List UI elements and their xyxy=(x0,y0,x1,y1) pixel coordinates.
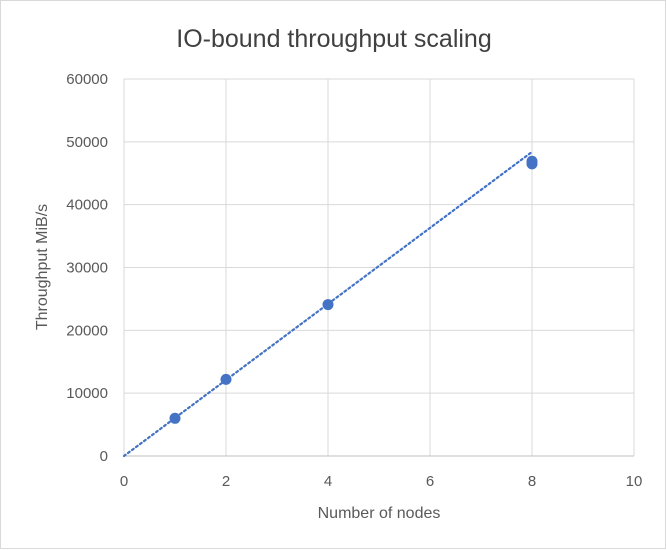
data-point xyxy=(322,299,334,311)
y-axis-title: Throughput MiB/s xyxy=(34,204,51,330)
y-tick-label: 30000 xyxy=(66,260,108,277)
data-point xyxy=(220,373,232,385)
y-tick-label: 0 xyxy=(100,448,108,465)
x-axis-tick-labels: 0 2 4 6 8 10 xyxy=(120,473,643,490)
data-point xyxy=(526,155,538,167)
data-points xyxy=(169,155,538,424)
x-axis-title: Number of nodes xyxy=(318,505,441,522)
y-tick-label: 40000 xyxy=(66,197,108,214)
x-tick-label: 8 xyxy=(528,473,536,490)
chart-title: IO-bound throughput scaling xyxy=(176,25,492,53)
y-tick-label: 10000 xyxy=(66,385,108,402)
axes xyxy=(123,79,634,457)
x-tick-label: 2 xyxy=(222,473,230,490)
x-tick-label: 10 xyxy=(626,473,643,490)
y-axis-tick-labels: 0 10000 20000 30000 40000 50000 60000 xyxy=(66,71,108,465)
x-tick-label: 6 xyxy=(426,473,434,490)
gridlines xyxy=(124,78,635,456)
y-tick-label: 50000 xyxy=(66,134,108,151)
x-tick-label: 0 xyxy=(120,473,128,490)
y-tick-label: 60000 xyxy=(66,71,108,88)
x-tick-label: 4 xyxy=(324,473,332,490)
y-tick-label: 20000 xyxy=(66,322,108,339)
data-point xyxy=(169,412,181,424)
